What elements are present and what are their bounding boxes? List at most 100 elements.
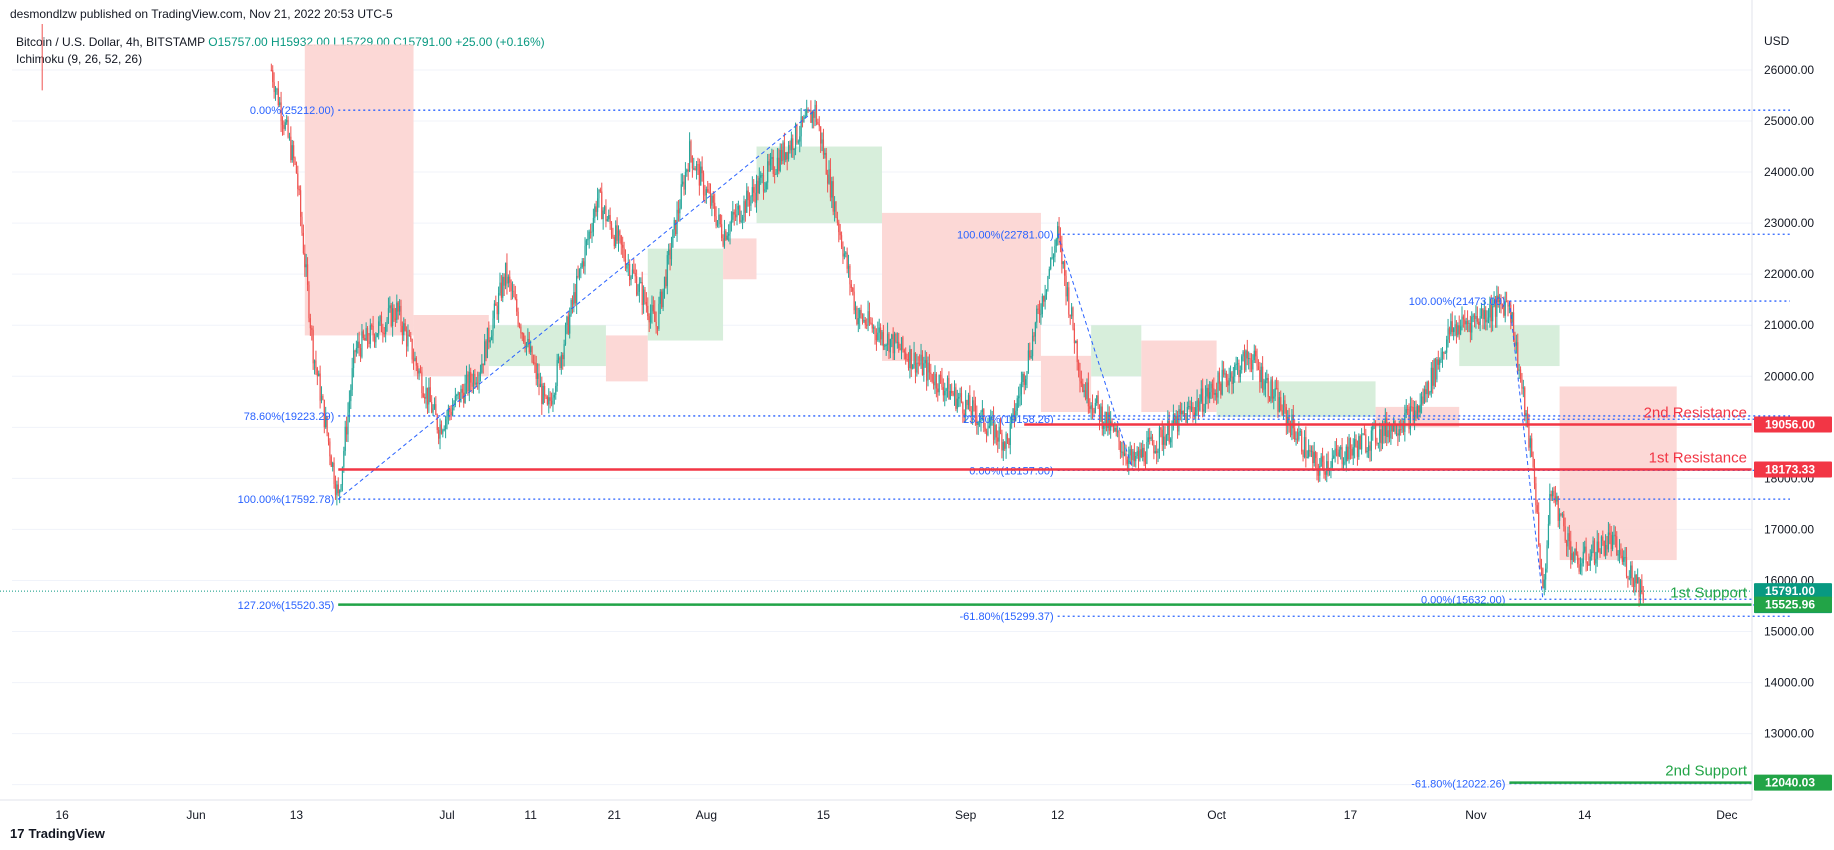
candle-body [1246,350,1248,359]
candle-body [1114,428,1116,431]
candle-body [847,265,850,269]
candle-body [955,387,957,409]
candle-body [1618,549,1621,555]
candle-body [694,168,696,171]
candle-body [1079,370,1081,382]
candle-body [953,387,956,396]
brand-name: TradingView [28,826,105,841]
candle-body [300,190,302,217]
candle-body [711,195,713,206]
candle-body [966,399,968,406]
candle-body [574,292,576,304]
candle-body [1164,436,1166,446]
fib-level-label: -61.80%(15299.37) [959,611,1053,623]
candle-body [290,136,292,161]
candle-body [440,424,443,434]
candle-body [916,362,918,373]
time-tick-label: Oct [1207,808,1226,822]
candle-body [1319,466,1321,476]
candle-body [623,247,625,260]
candle-body [1160,427,1162,430]
candle-body [1607,532,1609,550]
candle-body [375,336,377,343]
candle-body [1349,438,1352,449]
candle-body [1197,400,1200,411]
candle-body [550,400,553,405]
candle-body [415,357,417,366]
candle-body [670,247,673,260]
candle-body [778,157,780,171]
candle-body [1432,367,1434,386]
candle-body [503,276,505,286]
price-axis[interactable]: 26000.00 25000.00 24000.00 23000.00 22000.00… [1751,0,1814,800]
candle-body [1034,322,1036,337]
time-tick-label: 15 [817,808,831,822]
candle-body [833,201,836,212]
candle-body [1068,287,1070,315]
candle-body [1448,328,1451,335]
candle-body [1282,400,1285,415]
candle-body [346,426,348,435]
candle-body [284,122,286,129]
candle-body [1531,438,1533,457]
candle-body [1433,359,1435,386]
candle-body [1242,351,1244,357]
candle-body [322,395,324,400]
candle-body [421,372,423,394]
candle-body [662,288,664,308]
candle-body [714,202,716,217]
candle-body [1338,449,1340,457]
candle-body [1387,430,1389,438]
candle-body [1296,438,1299,440]
candle-body [1289,423,1292,436]
candle-body [1055,239,1057,246]
candle-body [1175,415,1177,424]
candle-body [1358,436,1360,457]
price-tick-label: 24000.00 [1764,165,1814,179]
candle-body [701,166,703,174]
time-tick-label: Dec [1716,808,1737,822]
candle-body [1574,548,1576,562]
candle-body [658,303,660,329]
candle-body [394,318,397,320]
candle-body [652,304,654,312]
price-tag-label: 18173.33 [1765,463,1815,477]
candle-body [1084,390,1087,400]
candle-body [718,214,720,221]
candle-body [781,149,783,162]
candle-body [1561,514,1563,516]
time-axis[interactable]: 16 Jun 13 Jul 11 21 Aug 15 Sep 12 Oct 17 Nov 14 Dec [0,799,1752,822]
fib-level-label: 0.00%(18157.00) [969,465,1053,477]
cloud-segment [488,325,606,367]
candle-body [1048,269,1050,277]
candle-body [1245,350,1247,371]
candle-body [1170,438,1172,443]
symbol-name[interactable]: Bitcoin / U.S. Dollar, 4h, BITSTAMP [16,35,205,49]
candle-body [1196,400,1198,408]
candle-body [1479,315,1481,326]
candle-body [715,216,717,226]
candle-body [1157,448,1159,454]
candle-body [1400,429,1402,431]
candle-body [992,416,995,440]
candle-body [1006,434,1009,439]
candle-body [557,357,560,361]
candle-body [615,225,617,247]
ichimoku-cloud [304,44,1677,561]
candle-body [1606,545,1608,550]
candle-body [339,490,341,494]
candle-body [481,363,483,373]
candle-body [1365,434,1367,453]
fib-trend-line [1057,234,1134,471]
candle-body [1303,437,1306,458]
candle-body [836,217,838,223]
candle-body [712,195,714,203]
candle-body [1211,383,1214,389]
candle-body [1001,433,1003,451]
candle-body [732,211,734,220]
indicator-name[interactable]: Ichimoku (9, 26, 52, 26) [16,52,143,66]
candle-body [569,314,571,334]
candle-body [460,388,462,403]
candle-body [1015,410,1017,420]
